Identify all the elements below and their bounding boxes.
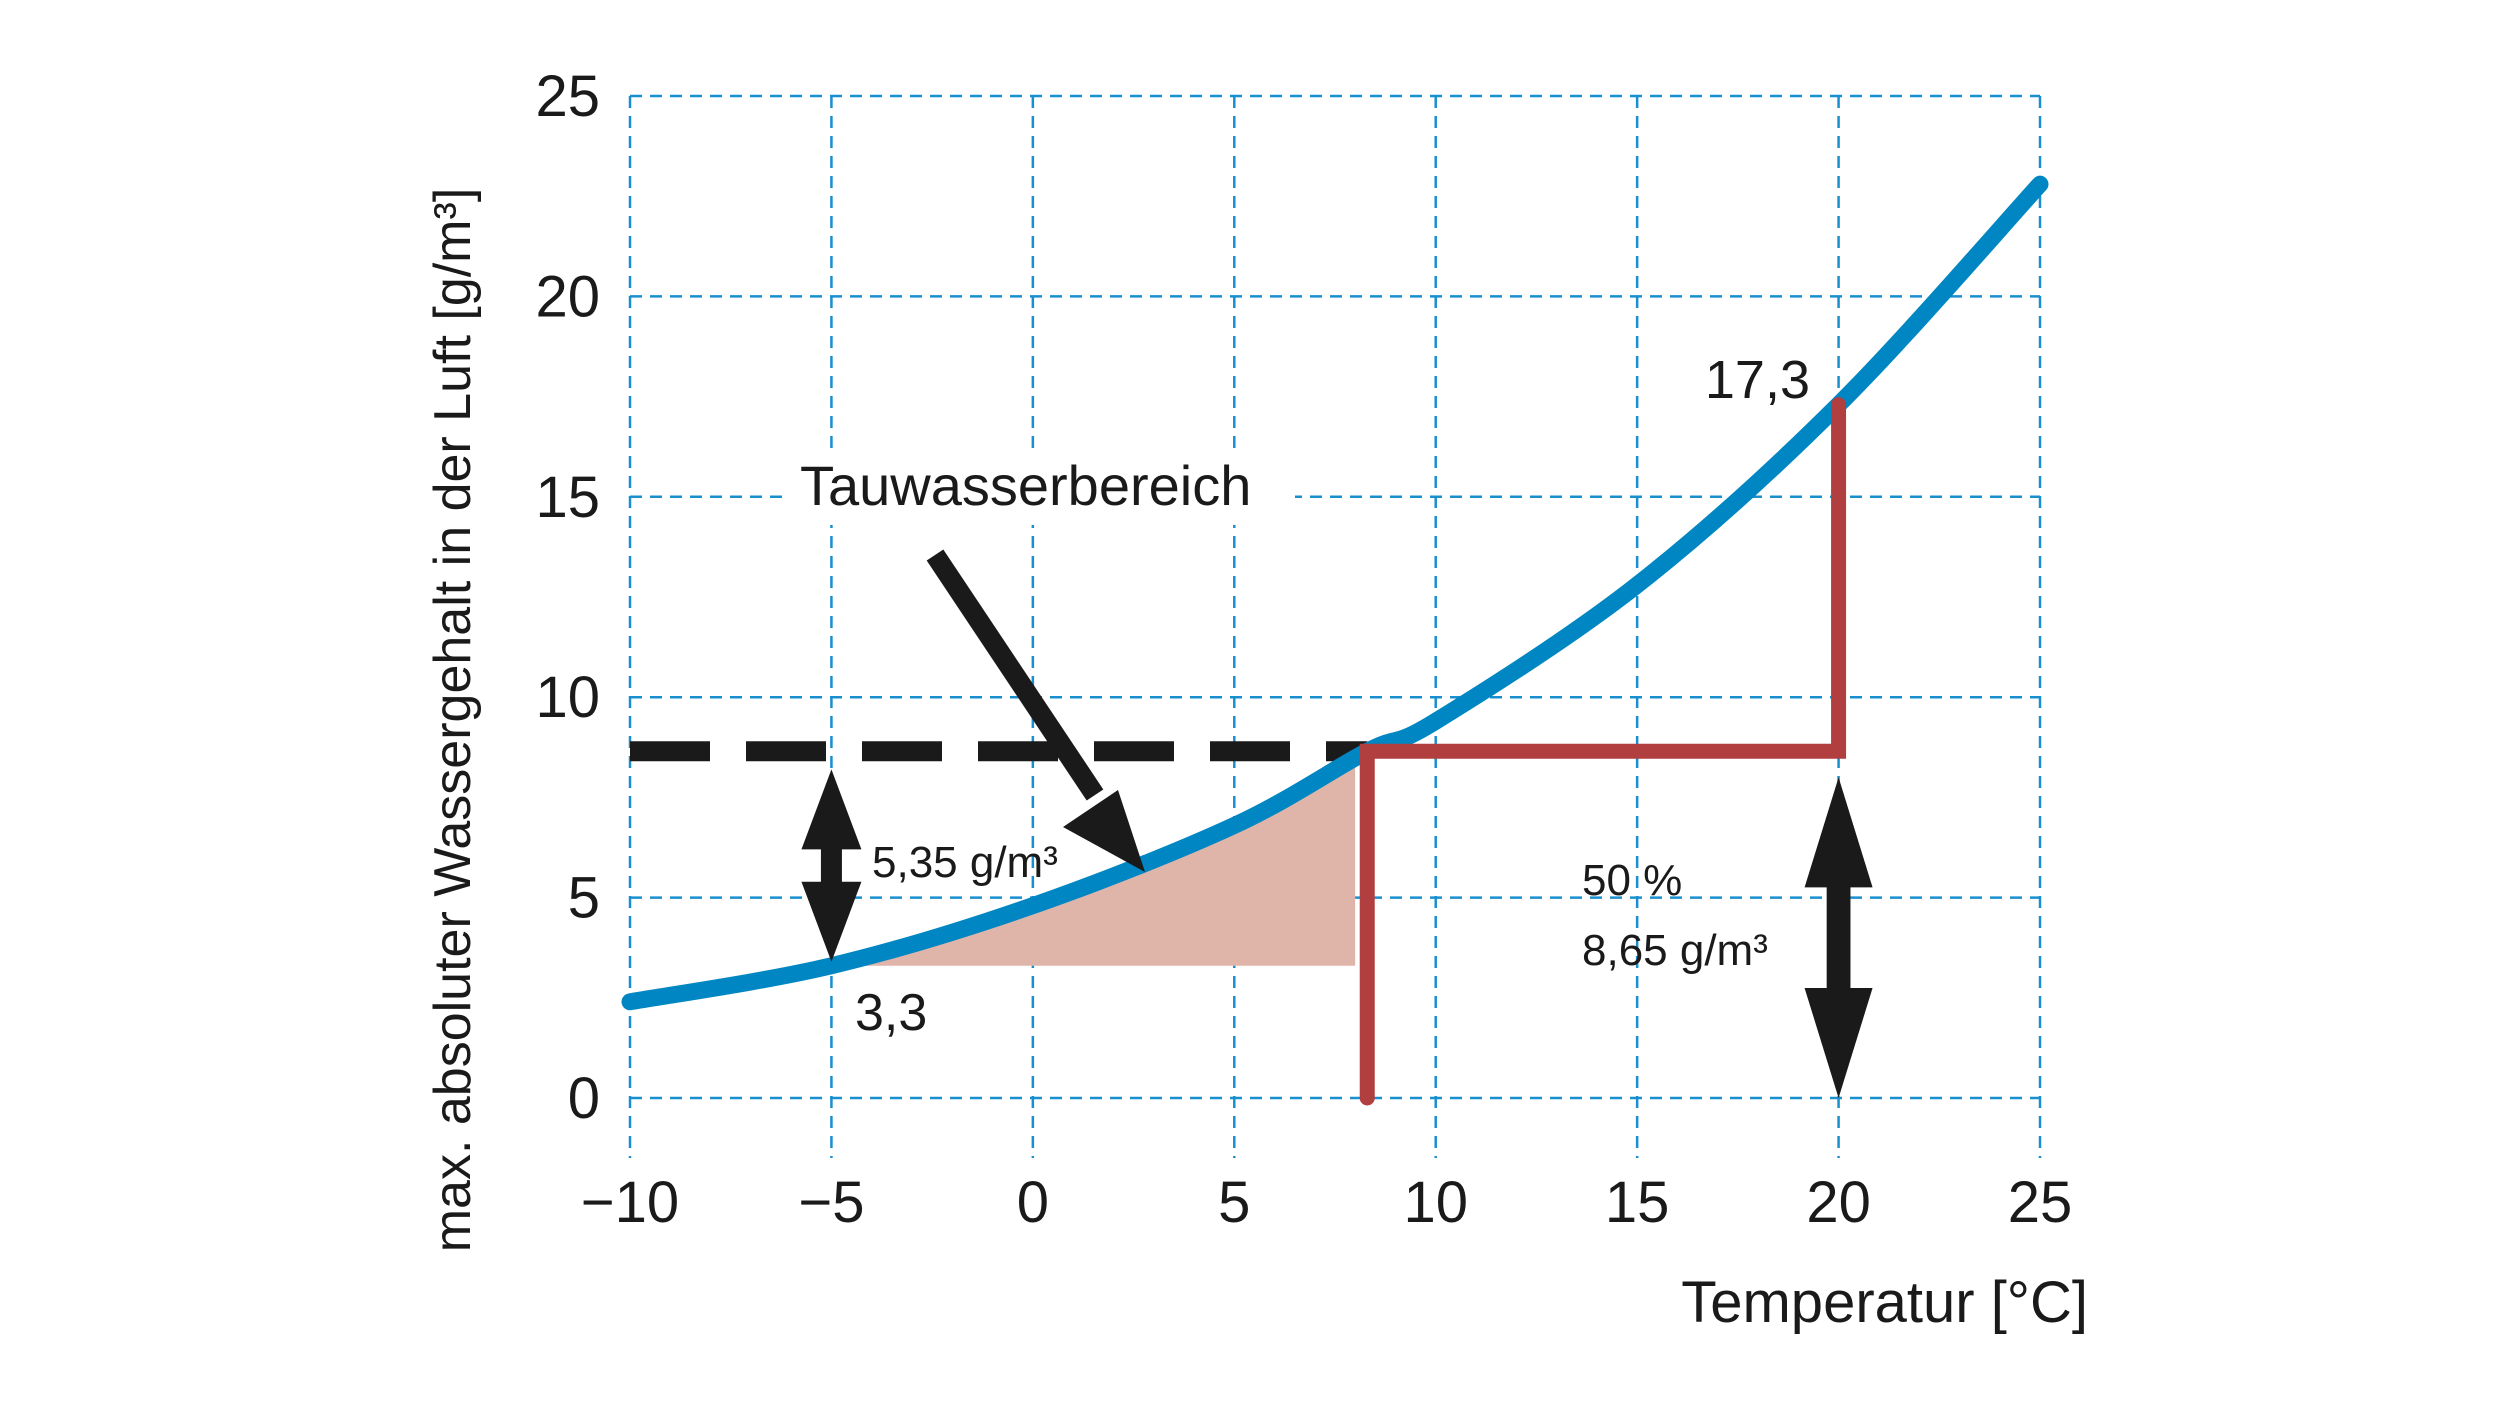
y-tick-label: 10 bbox=[535, 665, 600, 730]
y-axis-label: max. absoluter Wassergehalt in der Luft … bbox=[424, 188, 482, 1253]
x-tick-label: −5 bbox=[798, 1170, 864, 1235]
humidity-label: 50 % bbox=[1582, 856, 1682, 905]
y-tick-labels: 0 5 10 15 20 25 bbox=[535, 64, 600, 1131]
pointer-arrow-shaft bbox=[926, 549, 1104, 801]
x-tick-label: 10 bbox=[1403, 1170, 1468, 1235]
difference-label: 5,35 g/m³ bbox=[872, 838, 1058, 887]
region-label: Tauwasserbereich bbox=[800, 454, 1251, 517]
arrow-head-down bbox=[1804, 988, 1873, 1098]
y-tick-label: 15 bbox=[535, 465, 600, 530]
y-tick-label: 5 bbox=[568, 866, 600, 931]
x-tick-label: 20 bbox=[1806, 1170, 1871, 1235]
arrow-head-down bbox=[801, 881, 862, 962]
x-axis-label: Temperatur [°C] bbox=[1681, 1270, 2088, 1335]
y-tick-label: 25 bbox=[535, 64, 600, 129]
y-tick-label: 20 bbox=[535, 264, 600, 329]
value-high-label: 17,3 bbox=[1705, 350, 1810, 410]
humidity-content-label: 8,65 g/m³ bbox=[1582, 926, 1768, 975]
x-tick-label: 5 bbox=[1218, 1170, 1250, 1235]
x-tick-labels: −10 −5 0 5 10 15 20 25 bbox=[581, 1170, 2072, 1235]
cooling-path-line bbox=[1359, 397, 1847, 1106]
y-tick-label: 0 bbox=[568, 1066, 600, 1131]
x-tick-label: −10 bbox=[581, 1170, 679, 1235]
condensation-area bbox=[831, 758, 1356, 966]
x-tick-label: 25 bbox=[2008, 1170, 2073, 1235]
arrow-head-up bbox=[1804, 777, 1873, 888]
value-low-label: 3,3 bbox=[855, 984, 927, 1042]
pointer-arrow-head bbox=[1063, 790, 1145, 872]
arrows bbox=[801, 549, 1873, 1098]
x-tick-label: 15 bbox=[1605, 1170, 1670, 1235]
label-background bbox=[785, 450, 1295, 525]
x-tick-label: 0 bbox=[1017, 1170, 1049, 1235]
arrow-head-up bbox=[801, 769, 862, 850]
